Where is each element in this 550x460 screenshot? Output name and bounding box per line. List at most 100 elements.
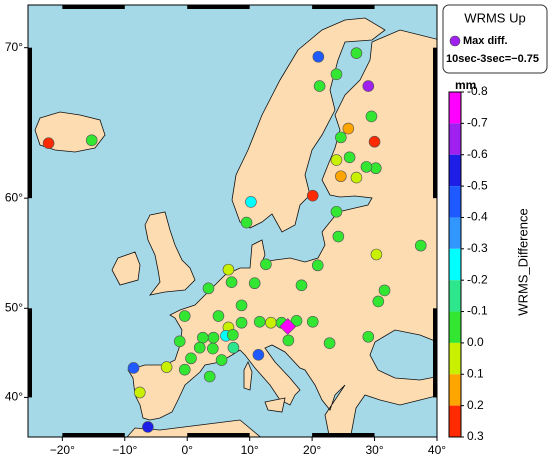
x-tick-label: 40° [428,443,446,457]
station [227,329,239,341]
frame-bar [433,308,437,398]
station [207,342,219,355]
station [306,189,319,202]
station [330,154,343,166]
station [127,362,140,374]
colorbar-tick-label: 0.2 [467,398,484,412]
station [350,171,363,184]
ireland [111,251,141,286]
legend-label: Max diff. [463,35,508,47]
legend-max-text: 10sec-3sec=−0.75 [446,53,539,65]
station [253,315,266,328]
legend-marker [449,35,461,47]
station [265,316,277,329]
colorbar-label: WRMS_Difference [515,208,530,315]
station [178,363,191,376]
station [335,170,347,183]
station [85,134,98,147]
station [215,354,228,366]
colorbar-segment [449,311,461,343]
station [240,216,253,229]
station [342,122,355,135]
station-max [279,318,297,335]
station [42,137,55,149]
colorbar-frame [448,91,462,438]
frame-bar [433,47,437,199]
colorbar-segment [449,186,461,218]
station [197,331,209,344]
colorbar-segment [449,123,461,155]
colorbar-segment [449,154,461,187]
station [414,239,427,252]
frame-bar [28,47,32,199]
colorbar-tick-label: -0.3 [467,241,488,255]
colorbar-segment [449,217,461,249]
station [173,335,186,348]
station [368,135,381,148]
black-sea [369,329,437,381]
y-tick-label: 70° [5,40,23,54]
station [185,352,197,365]
station [245,196,257,208]
colorbar-tick-label: 0.1 [467,366,484,380]
station [313,80,326,92]
corsica-sardinia [243,361,253,391]
station [332,230,345,243]
station [323,337,336,349]
x-tick-label: −20° [50,443,75,457]
station [142,421,154,433]
station [370,248,383,261]
station [330,205,343,218]
station [227,341,240,354]
colorbar-segment [449,342,461,375]
frame-bar [187,433,250,437]
station [378,284,391,297]
station [360,161,373,173]
x-tick-label: 10° [241,443,259,457]
station [335,131,347,144]
colorbar: -0.8 -0.7 -0.6 -0.5 -0.4 -0.3 -0.2 -0.1 0.0 0.1 0.… [448,84,488,443]
colorbar-tick-label: -0.2 [467,272,488,286]
y-tick-label: 40° [5,390,23,404]
station [260,258,272,271]
station [312,50,325,63]
x-tick-label: 0° [181,443,193,457]
frame-bar [62,5,125,9]
colorbar-tick-label: -0.1 [467,304,488,318]
x-tick-label: 30° [365,443,383,457]
colorbar-tick-label: -0.4 [467,210,488,224]
station [160,361,173,373]
colorbar-tick-label: -0.6 [467,147,488,161]
colorbar-tick-label: 0.3 [467,429,484,443]
colorbar-segment [449,248,461,281]
station [222,263,235,276]
colorbar-tick-label: -0.7 [467,116,488,130]
frame-ticks [24,5,438,441]
legend-title: WRMS Up [464,10,525,25]
station [306,315,319,328]
frame-bar [312,5,375,9]
station [330,68,343,81]
colorbar-tick-label: -0.8 [467,84,488,98]
station [362,80,375,92]
station [282,334,295,347]
colorbar-segment [449,280,461,312]
y-tick-label: 60° [5,190,23,204]
legend-box [442,4,548,74]
station [295,279,308,292]
colorbar-segment [449,92,461,124]
station [193,341,206,354]
colorbar-tick-label: -0.5 [467,178,488,192]
station [252,349,265,361]
station [212,310,225,322]
station [290,315,303,327]
station [235,299,248,312]
station [203,370,216,383]
frame-bar [28,308,32,398]
station [225,276,238,288]
station [362,330,375,343]
station [365,110,378,123]
station [350,47,363,59]
station [372,295,385,308]
